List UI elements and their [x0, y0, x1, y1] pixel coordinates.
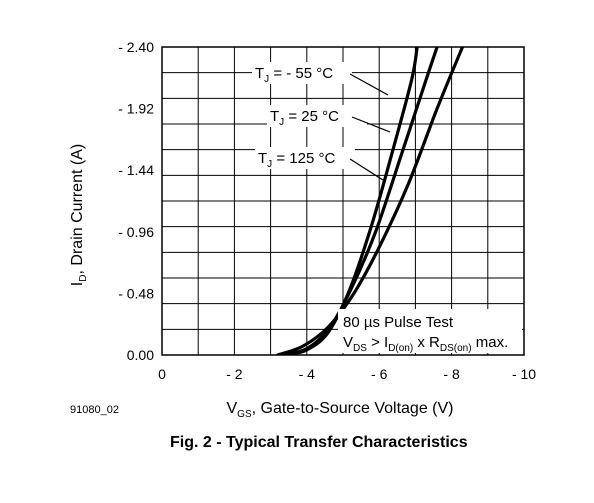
curves — [276, 47, 465, 355]
annotation-line-1: 80 µs Pulse Test — [343, 314, 454, 331]
y-tick-label: - 1.92 — [118, 101, 154, 117]
y-tick-label: - 2.40 — [118, 39, 154, 55]
y-tick-label: - 0.48 — [118, 285, 154, 301]
x-tick-label: - 2 — [226, 366, 243, 382]
tick-labels: 0 - 2 - 4 - 6 - 8 - 10 0.00 - 0.48 - 0.96 - 1.44 -… — [118, 39, 536, 382]
label-tj-125: TJ = 125 °C — [258, 150, 335, 170]
series-label-background — [267, 105, 367, 127]
y-tick-label: - 0.96 — [118, 224, 154, 240]
series-label-background — [252, 62, 352, 84]
x-tick-label: - 6 — [371, 366, 388, 382]
x-tick-label: - 10 — [512, 366, 536, 382]
x-tick-label: - 4 — [299, 366, 316, 382]
label-tj-25: TJ = 25 °C — [270, 108, 339, 128]
y-tick-label: - 1.44 — [118, 162, 154, 178]
curve-tj-125 — [276, 47, 465, 355]
annotation-box: 80 µs Pulse Test VDS > ID(on) x RDS(on) … — [338, 309, 522, 354]
leader-line — [351, 116, 391, 133]
y-axis-title: ID, Drain Current (A) — [69, 144, 89, 286]
label-tj-minus55: TJ = - 55 °C — [255, 65, 333, 85]
annotation-line-2: VDS > ID(on) x RDS(on) max. — [343, 334, 508, 354]
leader-line — [349, 158, 384, 181]
annotation-background — [338, 309, 522, 353]
series-labels: TJ = - 55 °C TJ = 25 °C TJ = 125 °C — [252, 62, 391, 181]
figure-caption: Fig. 2 - Typical Transfer Characteristic… — [170, 434, 468, 451]
figure-id: 91080_02 — [70, 404, 119, 416]
series-label-background — [255, 147, 355, 169]
y-tick-label: 0.00 — [127, 347, 154, 363]
x-tick-label: 0 — [158, 366, 166, 382]
curve-tj-25 — [279, 47, 439, 355]
x-tick-label: - 8 — [443, 366, 460, 382]
leader-line — [349, 73, 389, 96]
x-axis-title: VGS, Gate-to-Source Voltage (V) — [227, 400, 454, 420]
plot-frame — [161, 46, 525, 356]
